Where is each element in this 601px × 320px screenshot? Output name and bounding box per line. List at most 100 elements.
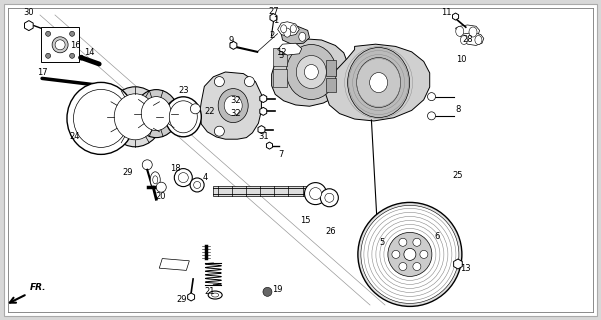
Circle shape	[70, 31, 75, 36]
Ellipse shape	[215, 76, 224, 87]
Ellipse shape	[310, 188, 322, 200]
Ellipse shape	[299, 32, 306, 41]
Text: 11: 11	[441, 8, 451, 17]
Text: 28: 28	[462, 35, 473, 44]
Polygon shape	[266, 142, 272, 149]
Text: 26: 26	[325, 227, 336, 236]
Text: 7: 7	[279, 150, 284, 159]
Circle shape	[413, 238, 421, 246]
Ellipse shape	[165, 97, 201, 137]
Polygon shape	[454, 259, 462, 269]
Text: 9: 9	[229, 36, 234, 44]
Circle shape	[399, 262, 407, 270]
Ellipse shape	[284, 28, 291, 37]
Ellipse shape	[153, 176, 157, 184]
Ellipse shape	[305, 183, 326, 204]
Text: 32: 32	[230, 96, 241, 105]
Circle shape	[392, 251, 400, 259]
Text: 29: 29	[122, 168, 133, 177]
Ellipse shape	[67, 83, 135, 155]
Text: 19: 19	[272, 285, 283, 294]
Text: 8: 8	[456, 105, 460, 114]
Circle shape	[388, 232, 432, 276]
Ellipse shape	[469, 27, 477, 37]
Text: 29: 29	[176, 295, 187, 304]
Text: 3: 3	[279, 51, 284, 60]
Text: 18: 18	[170, 164, 181, 172]
Circle shape	[52, 37, 68, 53]
Bar	[213, 186, 322, 196]
Circle shape	[70, 53, 75, 58]
Ellipse shape	[141, 97, 171, 131]
Polygon shape	[281, 26, 310, 44]
Ellipse shape	[150, 172, 160, 188]
Ellipse shape	[304, 65, 319, 79]
Text: 25: 25	[453, 171, 463, 180]
Text: 24: 24	[70, 132, 81, 141]
Ellipse shape	[169, 101, 197, 133]
Text: 5: 5	[379, 238, 384, 247]
Bar	[273, 69, 287, 87]
Text: 15: 15	[300, 216, 311, 225]
Ellipse shape	[108, 87, 163, 147]
Bar	[273, 48, 287, 66]
Ellipse shape	[281, 25, 287, 33]
Ellipse shape	[194, 181, 201, 188]
Polygon shape	[258, 126, 265, 134]
Circle shape	[142, 160, 152, 170]
Bar	[326, 60, 336, 76]
Ellipse shape	[347, 48, 410, 117]
Circle shape	[156, 182, 166, 192]
Ellipse shape	[224, 96, 242, 116]
Text: 21: 21	[204, 287, 215, 296]
Bar	[326, 78, 336, 92]
Text: 4: 4	[203, 173, 208, 182]
Circle shape	[358, 203, 462, 307]
Text: 12: 12	[276, 48, 287, 57]
Polygon shape	[460, 33, 484, 45]
Circle shape	[361, 205, 459, 303]
Polygon shape	[200, 72, 261, 139]
Circle shape	[420, 251, 428, 259]
Ellipse shape	[208, 291, 222, 299]
Ellipse shape	[174, 169, 192, 187]
Text: 20: 20	[156, 192, 166, 201]
Text: 6: 6	[435, 232, 440, 241]
Text: FR.: FR.	[30, 283, 47, 292]
Polygon shape	[270, 14, 277, 22]
Polygon shape	[260, 95, 267, 102]
Polygon shape	[272, 39, 347, 106]
Polygon shape	[230, 41, 237, 49]
Circle shape	[46, 31, 50, 36]
Ellipse shape	[286, 44, 337, 100]
Bar	[41, 27, 79, 62]
Circle shape	[399, 238, 407, 246]
Ellipse shape	[134, 90, 178, 138]
Polygon shape	[278, 43, 302, 55]
Text: 31: 31	[258, 132, 269, 141]
Circle shape	[79, 55, 84, 60]
Ellipse shape	[290, 25, 296, 33]
Ellipse shape	[296, 55, 326, 89]
Circle shape	[413, 262, 421, 270]
Text: 14: 14	[84, 48, 94, 57]
Polygon shape	[159, 259, 189, 270]
Polygon shape	[453, 13, 459, 20]
Circle shape	[263, 287, 272, 296]
Text: 1: 1	[273, 16, 278, 25]
Text: 32: 32	[230, 109, 241, 118]
Text: 22: 22	[204, 107, 215, 116]
Text: 23: 23	[178, 86, 189, 95]
Polygon shape	[278, 22, 299, 36]
Circle shape	[46, 53, 50, 58]
Polygon shape	[188, 293, 195, 301]
Circle shape	[427, 93, 436, 101]
Ellipse shape	[73, 89, 129, 148]
Ellipse shape	[212, 293, 219, 297]
Ellipse shape	[325, 193, 334, 202]
Ellipse shape	[475, 36, 482, 44]
Ellipse shape	[245, 76, 254, 87]
Text: 30: 30	[23, 8, 34, 17]
Circle shape	[404, 248, 416, 260]
Ellipse shape	[218, 89, 248, 123]
